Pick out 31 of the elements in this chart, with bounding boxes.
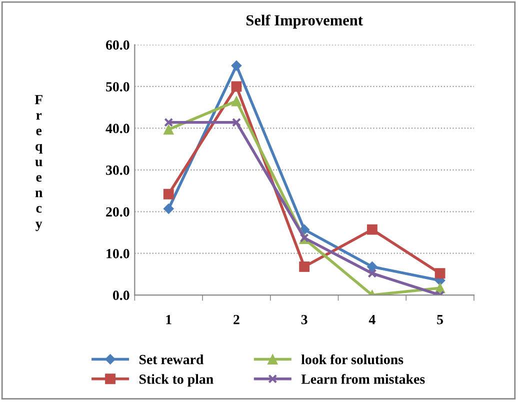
chart-title: Self Improvement	[246, 14, 363, 29]
point	[163, 203, 174, 214]
text: Frequency	[34, 95, 43, 232]
x-tick-label: 5	[437, 315, 444, 324]
point	[299, 261, 310, 272]
point	[232, 118, 241, 127]
y-tick-label: 50.0	[106, 82, 130, 92]
y-tick-label: 0.0	[112, 290, 130, 300]
point	[366, 224, 378, 235]
point	[368, 268, 377, 278]
y-tick-label: 30.0	[106, 166, 130, 175]
x-tick-label: 4	[368, 315, 376, 324]
point	[163, 124, 174, 135]
legend-label: Set reward	[139, 354, 204, 364]
y-tick-label: 10.0	[106, 248, 130, 258]
point	[231, 60, 242, 71]
x-tick-label: 3	[301, 314, 308, 324]
point	[231, 96, 242, 106]
legend-label: look for solutions	[301, 354, 404, 364]
y-tick-label: 20.0	[106, 207, 130, 217]
y-tick-label: 60.0	[106, 40, 130, 50]
point	[231, 81, 242, 92]
x-tick-label: 2	[234, 314, 240, 324]
point	[163, 188, 174, 200]
y-tick-label: 40.0	[106, 124, 130, 134]
point	[366, 261, 378, 272]
x-tick-label: 1	[166, 314, 172, 324]
point	[434, 268, 446, 279]
legend-label: Learn from mistakes	[301, 374, 425, 384]
point	[164, 118, 174, 127]
legend-label: Stick to plan	[139, 374, 214, 387]
